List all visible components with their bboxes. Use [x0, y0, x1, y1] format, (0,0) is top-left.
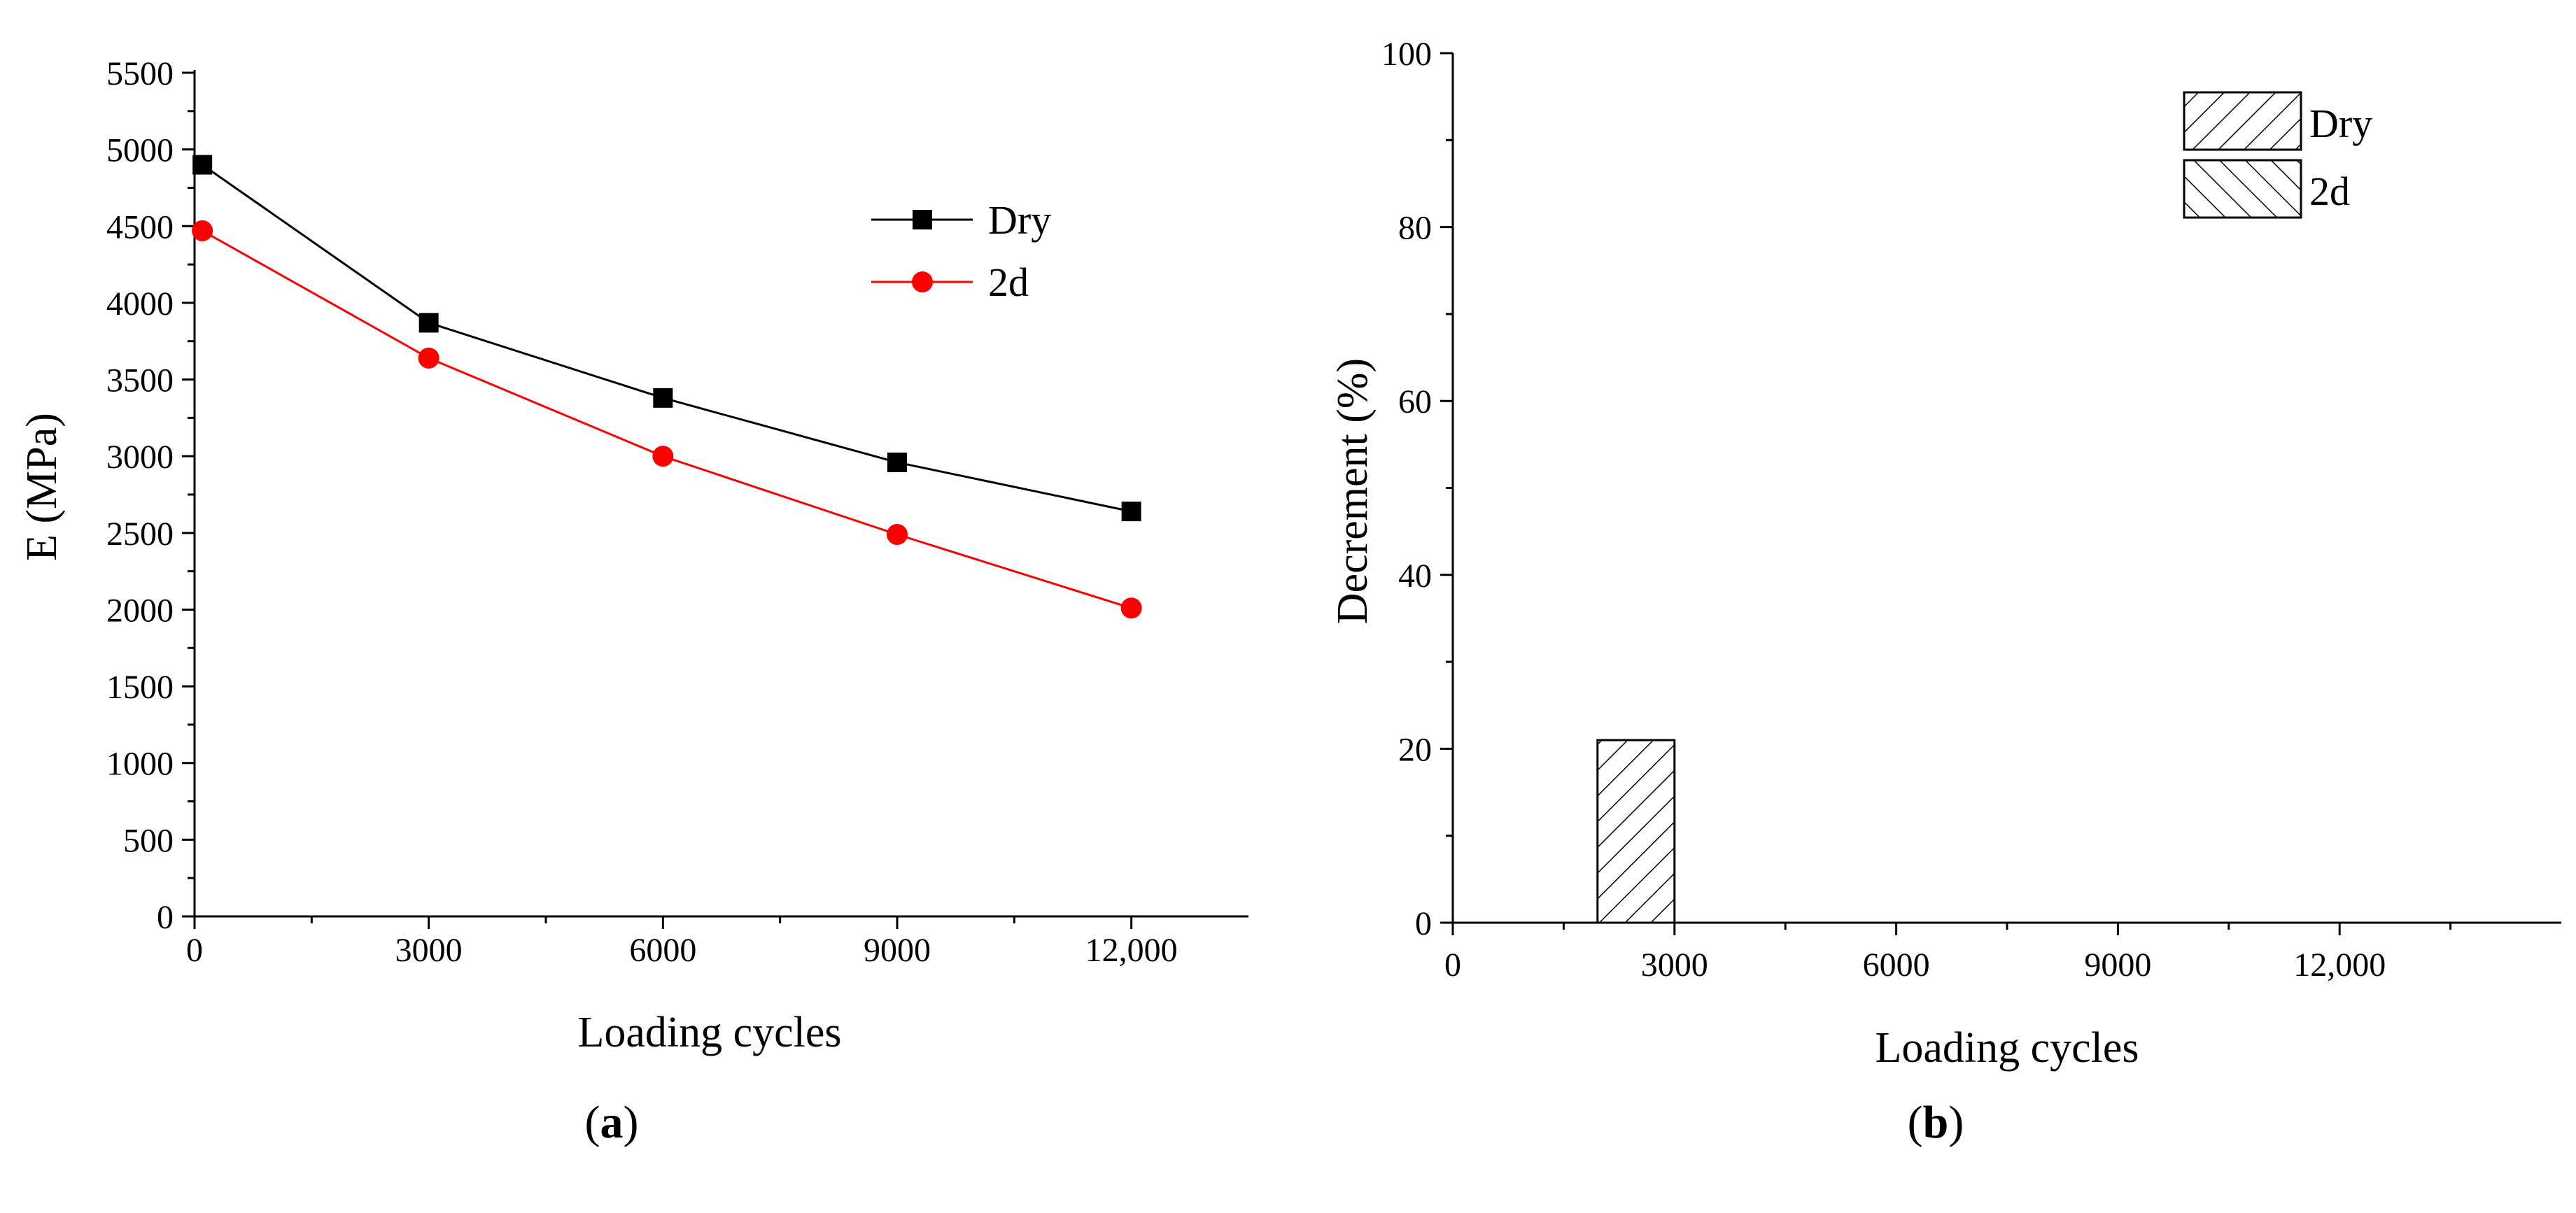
y-tick-label: 0 — [157, 899, 174, 936]
panel-a-x-axis-title: Loading cycles — [577, 1009, 841, 1056]
y-tick-label: 20 — [1398, 731, 1432, 768]
panel-b-caption: (b) — [1908, 1097, 1964, 1148]
legend-dry-marker — [913, 210, 932, 229]
x-tick-label: 3000 — [1641, 946, 1708, 984]
y-tick-label: 60 — [1398, 383, 1432, 420]
data-point-2d — [192, 220, 213, 241]
panel-b-bars — [1596, 739, 1676, 924]
data-point-dry — [1121, 502, 1141, 522]
data-point-dry — [192, 155, 213, 175]
x-tick-label: 0 — [1444, 946, 1461, 984]
panel-b-ticks: 0 20 40 60 80 100 0 3000 6000 9000 12,000 — [1381, 36, 2452, 984]
y-tick-label: 4500 — [106, 208, 174, 246]
panel-b-legend: Dry 2d — [2183, 91, 2372, 219]
x-tick-label: 9000 — [864, 932, 931, 969]
panel-a-y-axis-title: E (MPa) — [18, 413, 66, 561]
panel-a-legend: Dry 2d — [871, 197, 1051, 305]
legend-dry-swatch — [2183, 91, 2302, 151]
legend-2d-swatch — [2183, 159, 2302, 219]
legend-2d-label: 2d — [2309, 169, 2350, 214]
y-tick-label: 100 — [1381, 36, 1432, 73]
legend-2d-label: 2d — [988, 260, 1029, 305]
x-tick-label: 12,000 — [1085, 932, 1178, 969]
legend-dry-label: Dry — [988, 197, 1051, 243]
y-tick-label: 80 — [1398, 210, 1432, 247]
y-tick-label: 0 — [1415, 905, 1432, 942]
data-point-2d — [887, 524, 908, 546]
bar-dry — [1596, 739, 1676, 924]
y-tick-label: 2000 — [106, 592, 174, 629]
panel-b-y-axis-title: Decrement (%) — [1329, 358, 1377, 624]
legend-2d-marker — [912, 271, 933, 292]
data-point-dry — [887, 452, 907, 472]
y-tick-label: 4000 — [106, 285, 174, 322]
data-point-2d — [418, 347, 439, 369]
legend-dry-label: Dry — [2309, 101, 2372, 146]
panel-b-x-axis-title: Loading cycles — [1875, 1024, 2139, 1072]
data-point-dry — [418, 313, 439, 333]
panel-a-caption: (a) — [585, 1097, 639, 1148]
data-point-2d — [652, 446, 674, 467]
y-tick-label: 3500 — [106, 362, 174, 399]
y-tick-label: 3000 — [106, 439, 174, 476]
panel-b-axes — [1451, 53, 2561, 924]
y-tick-label: 1000 — [106, 746, 174, 783]
y-tick-label: 500 — [123, 822, 174, 859]
y-tick-label: 5500 — [106, 55, 174, 92]
x-tick-label: 6000 — [1863, 946, 1930, 984]
x-tick-label: 12,000 — [2293, 946, 2386, 984]
y-tick-label: 5000 — [106, 132, 174, 169]
y-tick-label: 1500 — [106, 669, 174, 706]
x-tick-label: 9000 — [2084, 946, 2151, 984]
panel-a-ticks: 0 500 1000 1500 2000 2500 3000 3500 4000 4500 5000… — [106, 55, 1178, 969]
panel-a-series — [192, 155, 1142, 619]
x-tick-label: 3000 — [395, 932, 463, 969]
data-point-dry — [653, 388, 673, 408]
panel-b-bar-chart: 0 20 40 60 80 100 0 3000 6000 9000 12,000 Dry 2d L… — [1329, 36, 2561, 1148]
y-tick-label: 2500 — [106, 516, 174, 553]
y-tick-label: 40 — [1398, 558, 1432, 595]
panel-a-axes — [193, 70, 1248, 918]
panel-a-line-chart: 0 500 1000 1500 2000 2500 3000 3500 4000 4500 5000… — [18, 55, 1248, 1148]
x-tick-label: 6000 — [629, 932, 696, 969]
x-tick-label: 0 — [186, 932, 203, 969]
data-point-2d — [1120, 597, 1142, 619]
